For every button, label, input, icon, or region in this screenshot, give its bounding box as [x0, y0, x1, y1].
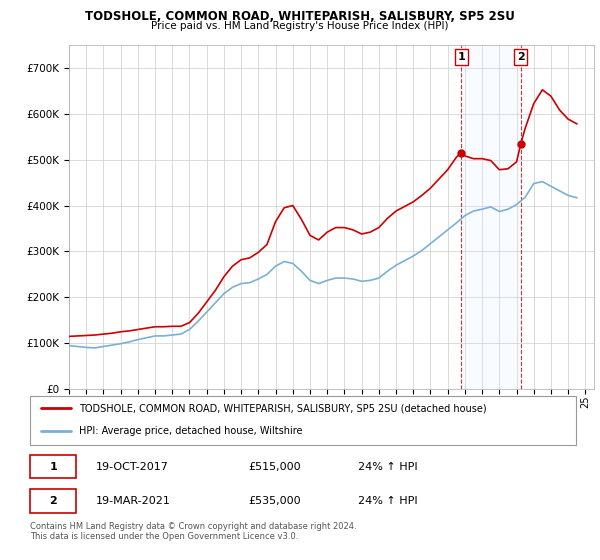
- Text: 19-MAR-2021: 19-MAR-2021: [95, 496, 170, 506]
- Text: 19-OCT-2017: 19-OCT-2017: [95, 462, 169, 472]
- Text: 2: 2: [517, 52, 525, 62]
- Text: 24% ↑ HPI: 24% ↑ HPI: [358, 496, 417, 506]
- Text: 1: 1: [458, 52, 466, 62]
- FancyBboxPatch shape: [30, 455, 76, 478]
- FancyBboxPatch shape: [30, 489, 76, 512]
- Text: 2: 2: [49, 496, 57, 506]
- Text: Contains HM Land Registry data © Crown copyright and database right 2024.
This d: Contains HM Land Registry data © Crown c…: [30, 522, 356, 542]
- Text: £535,000: £535,000: [248, 496, 301, 506]
- Text: TODSHOLE, COMMON ROAD, WHITEPARISH, SALISBURY, SP5 2SU (detached house): TODSHOLE, COMMON ROAD, WHITEPARISH, SALI…: [79, 403, 487, 413]
- Text: TODSHOLE, COMMON ROAD, WHITEPARISH, SALISBURY, SP5 2SU: TODSHOLE, COMMON ROAD, WHITEPARISH, SALI…: [85, 10, 515, 22]
- Text: £515,000: £515,000: [248, 462, 301, 472]
- FancyBboxPatch shape: [30, 396, 576, 445]
- Text: HPI: Average price, detached house, Wiltshire: HPI: Average price, detached house, Wilt…: [79, 426, 302, 436]
- Text: Price paid vs. HM Land Registry's House Price Index (HPI): Price paid vs. HM Land Registry's House …: [151, 21, 449, 31]
- Bar: [461, 45, 521, 389]
- Text: 1: 1: [49, 462, 57, 472]
- Text: 24% ↑ HPI: 24% ↑ HPI: [358, 462, 417, 472]
